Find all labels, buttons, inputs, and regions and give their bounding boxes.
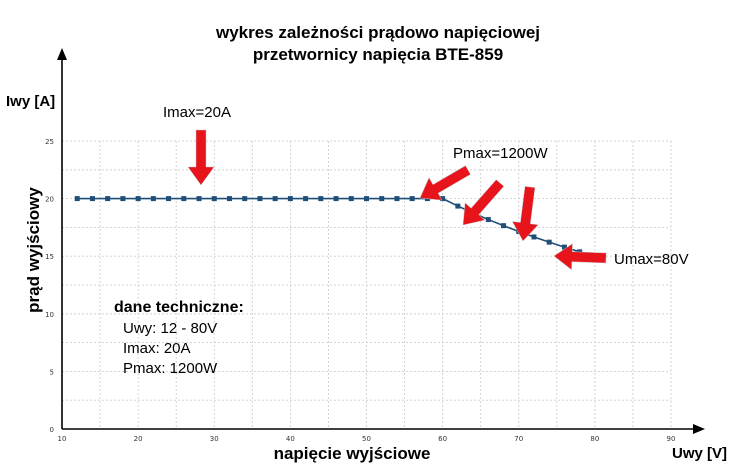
y-tick-label: 15: [45, 253, 54, 261]
y-axis-label: prąd wyjściowy: [24, 187, 43, 313]
data-point: [531, 234, 537, 240]
technical-data-heading: dane techniczne:: [114, 299, 244, 316]
annotation-umax: Umax=80V: [614, 251, 689, 268]
data-point: [226, 196, 232, 202]
technical-data-line: Imax: 20A: [123, 340, 191, 357]
data-point: [440, 196, 446, 202]
data-point: [409, 196, 415, 202]
x-tick-label: 90: [667, 435, 676, 443]
arrow-icon: [511, 186, 539, 242]
arrow-icon: [553, 243, 607, 271]
data-point: [318, 196, 324, 202]
data-point: [105, 196, 111, 202]
data-point: [74, 196, 80, 202]
data-point: [455, 203, 461, 209]
y-tick-label: 10: [45, 311, 54, 319]
x-tick-label: 50: [362, 435, 371, 443]
annotation-arrows: [187, 129, 607, 271]
data-point: [348, 196, 354, 202]
data-point: [272, 196, 278, 202]
y-axis-arrowhead: [57, 48, 67, 60]
x-tick-label: 10: [58, 435, 67, 443]
data-point: [120, 196, 126, 202]
arrow-icon: [187, 129, 215, 186]
x-tick-label: 70: [514, 435, 523, 443]
chart-title-line-2: przetwornicy napięcia BTE-859: [253, 45, 503, 64]
data-point: [485, 217, 491, 223]
y-tick-label: 20: [45, 196, 54, 204]
axes: [57, 48, 705, 434]
data-point: [287, 196, 293, 202]
data-point: [135, 196, 141, 202]
data-point: [150, 196, 156, 202]
y-tick-label: 5: [50, 368, 54, 376]
data-point: [211, 196, 217, 202]
x-axis-label: napięcie wyjściowe: [274, 444, 431, 463]
data-point: [546, 239, 552, 245]
x-tick-label: 20: [134, 435, 143, 443]
annotation-imax: Imax=20A: [163, 104, 231, 121]
x-axis-unit: Uwy [V]: [672, 445, 727, 462]
arrow-icon: [462, 179, 505, 226]
data-point: [89, 196, 95, 202]
data-point: [181, 196, 187, 202]
data-point: [242, 196, 248, 202]
data-point: [166, 196, 172, 202]
x-axis-arrowhead: [693, 424, 705, 434]
technical-data-line: Pmax: 1200W: [123, 360, 218, 377]
y-tick-label: 25: [45, 138, 54, 146]
x-tick-label: 60: [438, 435, 447, 443]
annotation-pmax: Pmax=1200W: [453, 145, 548, 162]
data-point: [303, 196, 309, 202]
tick-labels: 10 20 30 40 50 60 70 80 90 0 5 10 15 20 25: [45, 138, 675, 443]
data-point: [257, 196, 263, 202]
x-tick-label: 40: [286, 435, 295, 443]
data-point: [561, 244, 567, 250]
x-tick-label: 80: [590, 435, 599, 443]
data-point: [364, 196, 369, 202]
data-point: [379, 196, 385, 202]
data-point: [501, 223, 507, 229]
data-point: [333, 196, 339, 202]
x-tick-label: 30: [210, 435, 219, 443]
y-tick-label: 0: [50, 426, 54, 434]
grid: [62, 140, 672, 429]
data-point: [394, 196, 400, 202]
chart-title-line-1: wykres zależności prądowo napięciowej: [215, 23, 540, 42]
data-point: [196, 196, 202, 202]
y-axis-unit: Iwy [A]: [6, 93, 55, 110]
technical-data-line: Uwy: 12 - 80V: [123, 320, 217, 337]
arrow-icon: [419, 165, 471, 201]
